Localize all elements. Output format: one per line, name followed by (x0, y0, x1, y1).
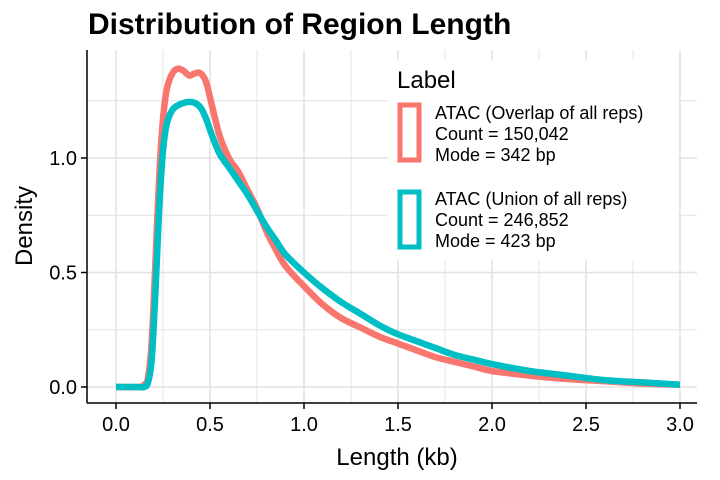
y-ticks: 0.0 0.5 1.0 (49, 148, 87, 399)
x-tick-label: 2.5 (572, 414, 600, 436)
y-tick-label: 1.0 (49, 148, 77, 170)
y-axis-title: Density (11, 186, 38, 266)
legend-label-union-name: ATAC (Union of all reps) (435, 189, 627, 209)
legend-label-union-count: Count = 246,852 (435, 210, 569, 230)
series-layer (115, 65, 681, 391)
x-tick-label: 3.0 (666, 414, 694, 436)
x-ticks: 0.0 0.5 1.0 1.5 2.0 2.5 3.0 (102, 403, 694, 436)
legend-label-overlap-mode: Mode = 342 bp (435, 145, 556, 165)
x-tick-label: 0.0 (102, 414, 130, 436)
x-axis-title: Length (kb) (336, 444, 457, 471)
legend-key-union (397, 189, 422, 250)
x-tick-label: 1.0 (290, 414, 318, 436)
chart-title: Distribution of Region Length (88, 8, 511, 41)
x-tick-label: 1.5 (384, 414, 412, 436)
legend-label-overlap-name: ATAC (Overlap of all reps) (435, 103, 643, 123)
legend-title: Label (397, 67, 456, 94)
legend-background (388, 60, 678, 260)
legend-label-overlap-count: Count = 150,042 (435, 124, 569, 144)
x-tick-label: 0.5 (196, 414, 224, 436)
legend: Label ATAC (Overlap of all reps) Count =… (388, 60, 678, 260)
y-tick-label: 0.0 (49, 377, 77, 399)
y-tick-label: 0.5 (49, 263, 77, 285)
series-line-union (115, 98, 681, 391)
legend-key-overlap (397, 102, 422, 163)
legend-label-union-mode: Mode = 423 bp (435, 231, 556, 251)
x-tick-label: 2.0 (478, 414, 506, 436)
